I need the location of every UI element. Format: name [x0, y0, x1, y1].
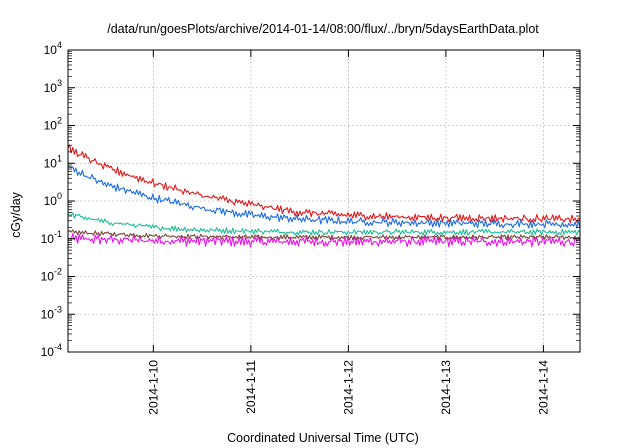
- x-tick-label: 2014-1-11: [244, 360, 258, 414]
- series-magenta-line: [67, 232, 581, 248]
- x-tick-label: 2014-1-12: [341, 360, 355, 415]
- x-tick-label: 2014-1-13: [439, 360, 453, 415]
- x-tick-label: 2014-1-14: [536, 360, 550, 415]
- y-tick-label: 10-2: [41, 267, 62, 284]
- series-teal-line: [67, 212, 581, 236]
- series-layer: [67, 144, 581, 248]
- y-tick-labels: 10-4 10-3 10-2 10-1 100 101 102 103 104: [41, 40, 62, 359]
- x-tick-labels: 2014-1-10 2014-1-11 2014-1-12 2014-1-13 2014…: [146, 360, 550, 415]
- y-tick-label: 10-1: [41, 229, 62, 246]
- y-tick-label: 10-4: [41, 342, 62, 359]
- y-tick-label: 102: [44, 116, 62, 133]
- series-blue-line: [67, 166, 581, 229]
- y-tick-label: 10-3: [41, 304, 62, 321]
- series-red-line: [67, 144, 581, 224]
- grid: [68, 50, 580, 352]
- ticks: [68, 49, 580, 353]
- x-axis-label: Coordinated Universal Time (UTC): [227, 431, 419, 445]
- y-axis-label: cGy/day: [9, 191, 23, 238]
- y-tick-label: 103: [44, 78, 62, 95]
- y-tick-label: 101: [44, 153, 62, 170]
- y-tick-label: 100: [44, 191, 62, 208]
- x-tick-label: 2014-1-10: [146, 360, 160, 415]
- chart-title: /data/run/goesPlots/archive/2014-01-14/0…: [107, 22, 539, 36]
- series-brown-line: [67, 229, 581, 241]
- y-tick-label: 104: [44, 40, 62, 57]
